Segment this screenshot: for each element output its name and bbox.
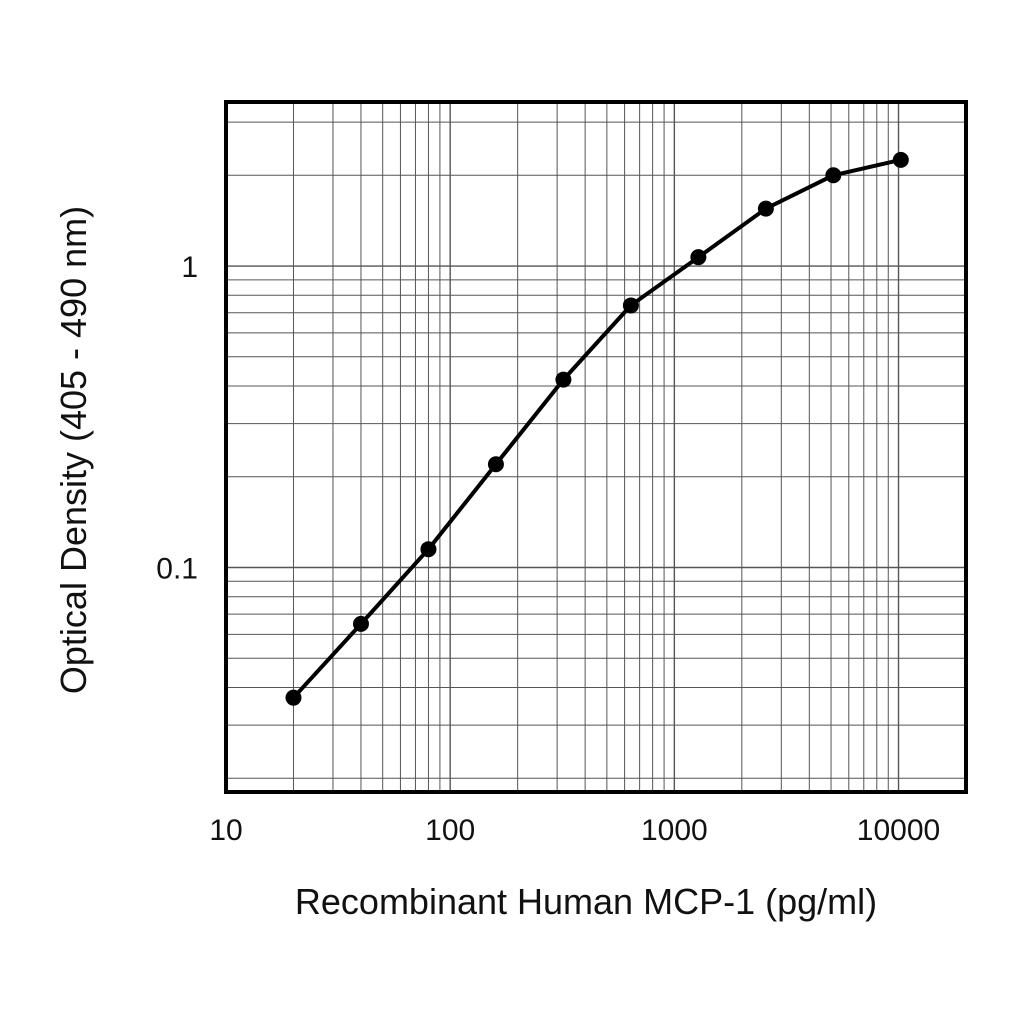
x-tick-label: 10: [209, 814, 242, 847]
data-point: [622, 297, 639, 314]
y-tick-labels: 0.11: [156, 251, 198, 585]
data-point: [352, 615, 369, 632]
x-axis-label: Recombinant Human MCP-1 (pg/ml): [295, 881, 877, 922]
series: [285, 151, 909, 706]
x-tick-label: 10000: [857, 814, 940, 847]
y-tick-label: 1: [181, 251, 198, 284]
data-point: [285, 689, 302, 706]
series-line: [291, 157, 903, 700]
plot-frame: [224, 100, 968, 794]
grid: [226, 102, 966, 792]
data-point: [892, 151, 909, 168]
data-point: [555, 371, 572, 388]
x-tick-label: 1000: [641, 814, 708, 847]
x-tick-label: 100: [425, 814, 475, 847]
data-point: [420, 541, 437, 558]
data-point: [825, 167, 842, 184]
y-tick-label: 0.1: [156, 552, 198, 585]
data-point: [690, 249, 707, 266]
data-point: [757, 200, 774, 217]
data-point: [487, 456, 504, 473]
x-tick-labels: 10 100 1000 10000: [209, 814, 940, 847]
y-axis-label: Optical Density (405 - 490 nm): [53, 206, 94, 694]
